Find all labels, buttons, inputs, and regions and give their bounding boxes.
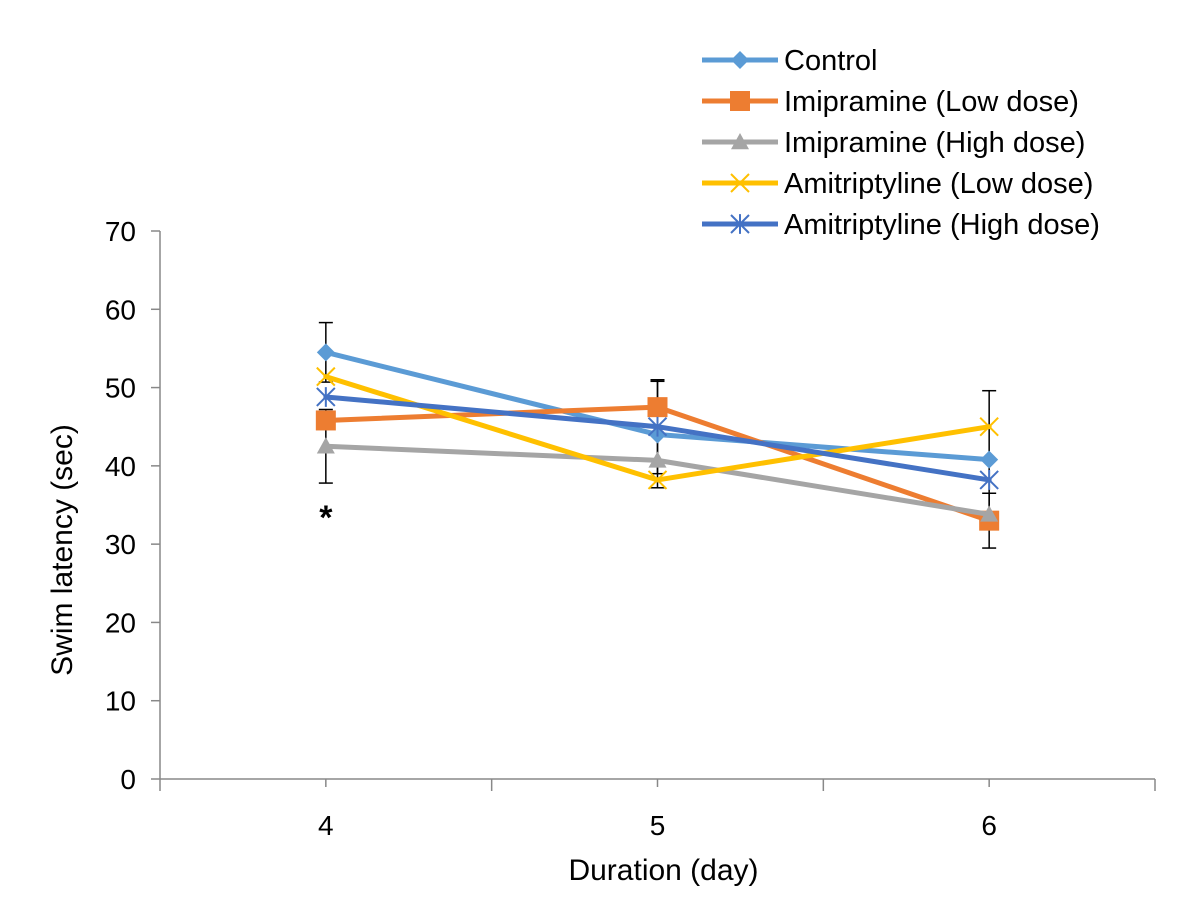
data-point [648, 451, 667, 468]
legend-label: Imipramine (Low dose) [784, 86, 1079, 118]
legend-label: Amitriptyline (Low dose) [784, 168, 1093, 200]
legend-marker [730, 173, 750, 193]
series-imipramine-high-dose [316, 437, 999, 522]
y-tick-label: 70 [105, 216, 136, 247]
legend-item: Amitriptyline (High dose) [702, 209, 1100, 241]
series-amitriptyline-low-dose [316, 366, 999, 490]
data-point [316, 343, 335, 362]
data-point [980, 450, 999, 469]
x-tick-label: 4 [318, 810, 334, 841]
y-tick-label: 30 [105, 529, 136, 560]
y-tick-label: 10 [105, 686, 136, 717]
legend: Control Imipramine (Low dose) Imipramine (… [702, 45, 1100, 241]
data-point [647, 397, 668, 418]
y-axis-title: Swim latency (sec) [46, 424, 79, 676]
data-point [979, 470, 999, 490]
y-tick-label: 20 [105, 607, 136, 638]
y-tick-label: 0 [120, 764, 136, 795]
data-point [315, 410, 336, 431]
data-point [979, 417, 999, 437]
y-tick-label: 60 [105, 294, 136, 325]
legend-item: Imipramine (High dose) [702, 127, 1085, 159]
x-axis-title: Duration (day) [568, 854, 758, 887]
legend-marker [730, 214, 750, 234]
legend-item: Amitriptyline (Low dose) [702, 168, 1093, 200]
legend-label: Imipramine (High dose) [784, 127, 1085, 159]
y-tick-label: 40 [105, 451, 136, 482]
legend-marker [731, 133, 749, 150]
data-point [647, 470, 668, 490]
significance-marker: * [319, 499, 333, 537]
data-point [316, 366, 336, 387]
series-amitriptyline-high-dose [316, 387, 999, 490]
legend-label: Control [784, 45, 878, 77]
legend-item: Imipramine (Low dose) [702, 86, 1079, 118]
x-tick-label: 6 [981, 810, 997, 841]
data-point [316, 387, 336, 407]
legend-label: Amitriptyline (High dose) [784, 209, 1100, 241]
data-point [647, 416, 668, 437]
data-point [316, 437, 335, 454]
legend-item: Control [702, 45, 878, 77]
legend-marker [731, 51, 749, 69]
data-point [980, 505, 999, 522]
legend-marker [730, 91, 750, 111]
x-tick-label: 5 [650, 810, 666, 841]
y-tick-label: 50 [105, 373, 136, 404]
